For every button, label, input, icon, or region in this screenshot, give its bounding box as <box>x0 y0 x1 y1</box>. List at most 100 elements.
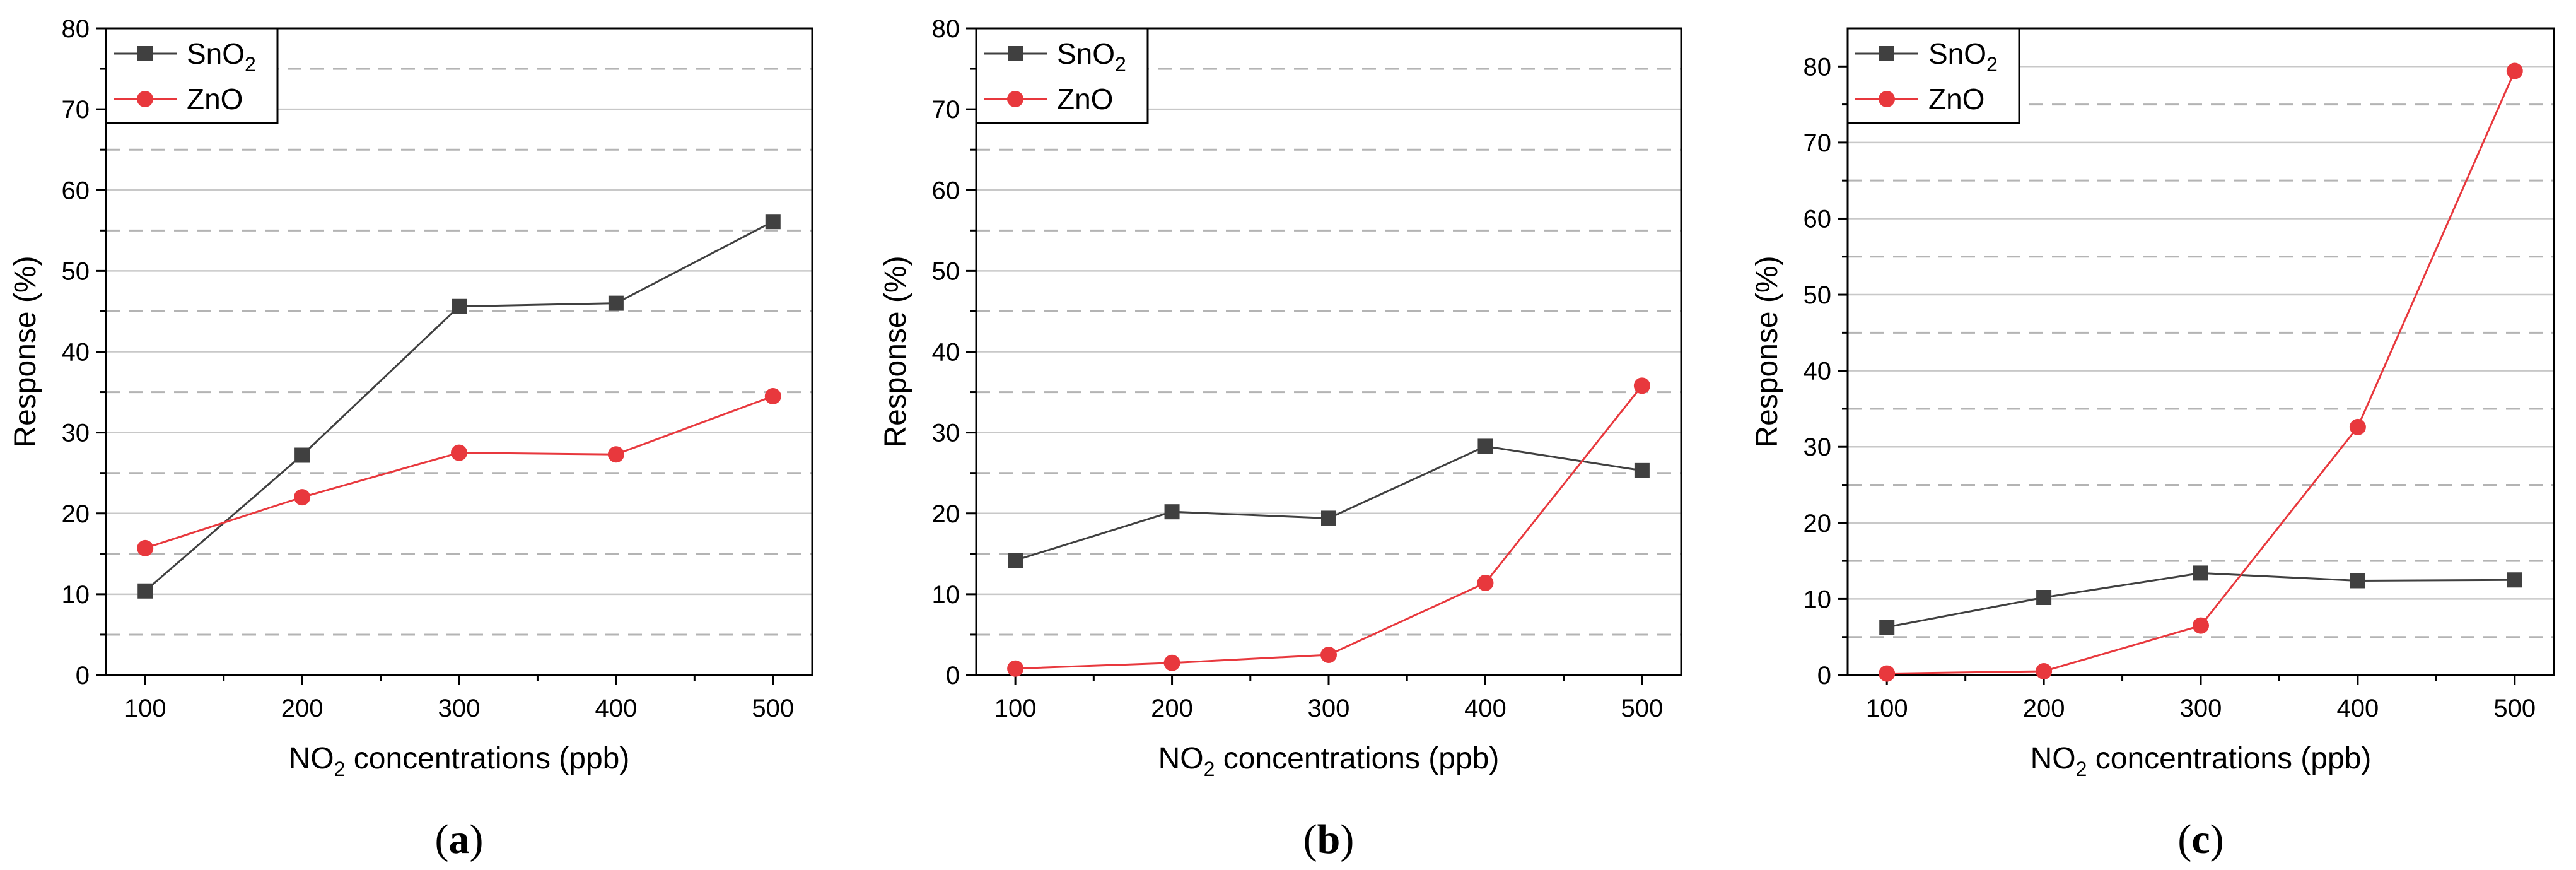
x-tick-label: 400 <box>2337 695 2379 722</box>
data-point-zno <box>1163 654 1180 671</box>
legend: SnO2 ZnO <box>1846 27 2020 124</box>
legend-marker-square <box>1879 46 1894 61</box>
legend-label: ZnO <box>187 83 243 115</box>
legend-label: SnO2 <box>1928 37 1998 76</box>
x-tick-label: 400 <box>1464 695 1507 722</box>
y-axis-label: Response (%) <box>879 256 912 447</box>
y-tick-label: 60 <box>62 177 90 204</box>
data-point-zno <box>1007 660 1024 677</box>
x-tick-label: 300 <box>438 695 481 722</box>
y-tick-label: 50 <box>932 257 960 285</box>
data-point-sno2 <box>2507 572 2522 588</box>
y-tick-label: 0 <box>76 662 90 690</box>
y-axis-label: Response (%) <box>9 256 42 447</box>
data-point-sno2 <box>1634 462 1650 478</box>
y-tick-label: 80 <box>1804 53 1832 81</box>
legend-marker-square <box>137 46 153 61</box>
y-tick-label: 30 <box>1804 433 1832 461</box>
legend-label: ZnO <box>1928 83 1984 115</box>
data-point-sno2 <box>1008 553 1023 568</box>
data-point-sno2 <box>1477 438 1493 454</box>
data-point-zno <box>607 446 624 463</box>
y-tick-label: 70 <box>1804 129 1832 157</box>
x-tick-label: 400 <box>595 695 638 722</box>
y-tick-label: 40 <box>932 339 960 367</box>
data-point-zno <box>2036 662 2053 679</box>
legend-box <box>975 27 1149 124</box>
y-tick-label: 20 <box>1804 510 1832 538</box>
legend-box <box>105 27 279 124</box>
data-point-sno2 <box>137 583 153 599</box>
chart-panel-b: 0 10 20 30 40 50 60 70 80 100 200 300 400 500 NO2 conc… <box>879 15 1682 862</box>
y-tick-label: 10 <box>932 581 960 609</box>
x-tick-label: 200 <box>1151 695 1193 722</box>
data-point-sno2 <box>608 295 624 311</box>
legend-label: ZnO <box>1057 83 1113 115</box>
y-tick-label: 50 <box>62 257 90 285</box>
x-tick-label: 300 <box>1308 695 1350 722</box>
x-tick-label: 200 <box>281 695 323 722</box>
panel-label: (c) <box>2177 816 2223 862</box>
data-point-zno <box>1320 646 1337 663</box>
y-tick-label: 10 <box>1804 585 1832 613</box>
data-point-sno2 <box>452 298 467 314</box>
data-point-sno2 <box>1321 510 1336 526</box>
legend-marker-circle <box>1879 91 1895 107</box>
series-line-zno <box>1887 70 2516 675</box>
data-point-zno <box>451 444 467 461</box>
x-tick-label: 100 <box>994 695 1037 722</box>
data-point-sno2 <box>2350 573 2365 589</box>
legend-label: SnO2 <box>1057 37 1126 76</box>
y-axis-label: Response (%) <box>1751 256 1784 447</box>
x-tick-label: 100 <box>124 695 166 722</box>
series-line-sno2 <box>144 220 774 592</box>
y-tick-label: 40 <box>62 339 90 367</box>
legend: SnO2 ZnO <box>105 27 279 124</box>
y-tick-label: 70 <box>62 96 90 124</box>
y-tick-label: 30 <box>62 420 90 447</box>
y-tick-label: 80 <box>932 15 960 43</box>
y-tick-label: 50 <box>1804 281 1832 309</box>
data-point-sno2 <box>765 214 781 230</box>
legend-marker-square <box>1008 46 1023 61</box>
y-tick-label: 0 <box>1817 662 1831 690</box>
data-point-sno2 <box>1879 620 1895 635</box>
chart-panel-a: 0 10 20 30 40 50 60 70 80 100 200 300 400 500 NO2 conc… <box>9 15 813 862</box>
data-point-sno2 <box>2193 565 2208 581</box>
y-tick-label: 10 <box>62 581 90 609</box>
data-point-zno <box>764 387 781 404</box>
data-point-sno2 <box>2036 590 2052 605</box>
x-tick-label: 500 <box>2493 695 2536 722</box>
x-axis-label: NO2 concentrations (ppb) <box>289 742 630 780</box>
x-tick-label: 500 <box>1621 695 1664 722</box>
data-point-zno <box>1879 665 1896 682</box>
y-tick-label: 20 <box>62 500 90 528</box>
y-tick-label: 20 <box>932 500 960 528</box>
data-point-zno <box>137 539 154 556</box>
data-point-sno2 <box>1164 504 1180 520</box>
x-tick-label: 200 <box>2023 695 2065 722</box>
y-tick-label: 60 <box>1804 205 1832 233</box>
data-point-zno <box>1633 377 1650 394</box>
y-tick-label: 70 <box>932 96 960 124</box>
x-axis-label: NO2 concentrations (ppb) <box>2031 742 2372 780</box>
y-tick-label: 60 <box>932 177 960 204</box>
panel-label: (a) <box>435 816 484 862</box>
data-point-zno <box>1477 574 1494 591</box>
y-tick-label: 80 <box>62 15 90 43</box>
data-point-zno <box>2506 62 2523 79</box>
legend-label: SnO2 <box>187 37 256 76</box>
data-point-zno <box>2349 418 2366 435</box>
legend: SnO2 ZnO <box>975 27 1149 124</box>
data-point-zno <box>2193 617 2209 634</box>
y-tick-label: 0 <box>946 662 960 690</box>
y-tick-label: 30 <box>932 420 960 447</box>
data-point-zno <box>294 489 311 506</box>
x-tick-label: 300 <box>2180 695 2222 722</box>
legend-box <box>1846 27 2020 124</box>
x-tick-label: 100 <box>1866 695 1908 722</box>
legend-marker-circle <box>1007 91 1023 107</box>
data-point-sno2 <box>294 447 310 463</box>
y-tick-label: 40 <box>1804 358 1832 385</box>
